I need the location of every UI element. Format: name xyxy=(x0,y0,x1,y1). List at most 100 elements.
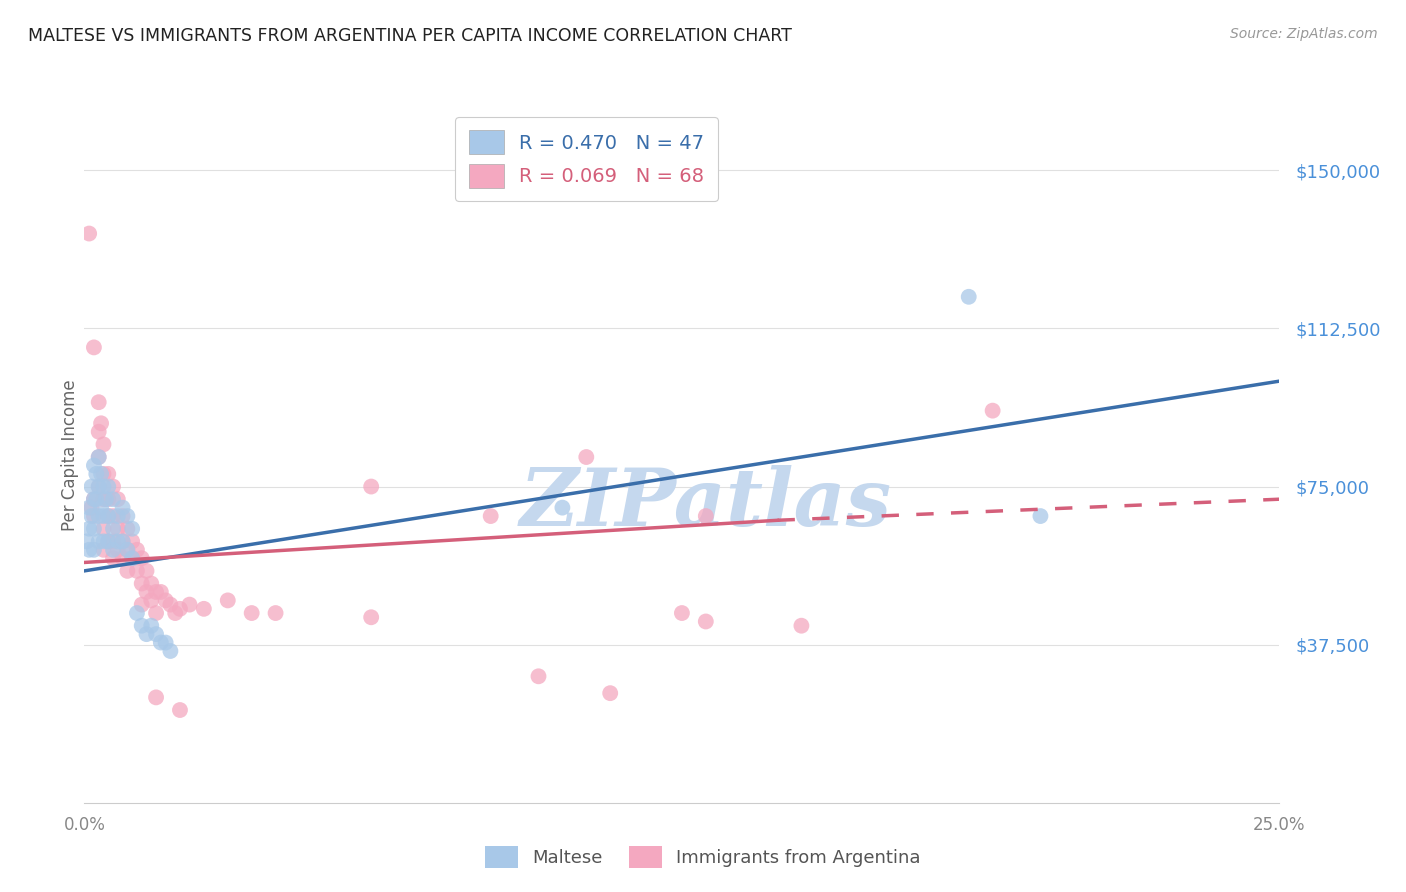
Point xyxy=(240,606,263,620)
Point xyxy=(83,458,105,473)
Point xyxy=(101,522,124,536)
Point xyxy=(93,479,115,493)
Point xyxy=(131,551,153,566)
Point xyxy=(159,598,181,612)
Point xyxy=(599,686,621,700)
Point xyxy=(107,509,129,524)
Text: Source: ZipAtlas.com: Source: ZipAtlas.com xyxy=(1230,27,1378,41)
Point xyxy=(97,509,120,524)
Point xyxy=(97,492,120,507)
Text: ZIPatlas: ZIPatlas xyxy=(520,465,891,542)
Point xyxy=(83,492,105,507)
Point xyxy=(125,606,148,620)
Point xyxy=(93,522,115,536)
Point xyxy=(360,610,382,624)
Point xyxy=(155,593,177,607)
Point xyxy=(479,509,502,524)
Point xyxy=(131,598,153,612)
Point xyxy=(87,509,110,524)
Point xyxy=(87,479,110,493)
Point xyxy=(145,690,167,705)
Text: MALTESE VS IMMIGRANTS FROM ARGENTINA PER CAPITA INCOME CORRELATION CHART: MALTESE VS IMMIGRANTS FROM ARGENTINA PER… xyxy=(28,27,792,45)
Point xyxy=(83,509,105,524)
Point xyxy=(93,534,115,549)
Point xyxy=(145,606,167,620)
Point xyxy=(111,509,134,524)
Point xyxy=(101,534,124,549)
Point xyxy=(117,509,139,524)
Point xyxy=(695,509,717,524)
Point xyxy=(527,669,550,683)
Point xyxy=(111,500,134,515)
Point xyxy=(131,576,153,591)
Point xyxy=(165,606,187,620)
Point xyxy=(111,534,134,549)
Point xyxy=(1029,509,1052,524)
Point xyxy=(87,395,110,409)
Point xyxy=(84,492,107,507)
Point xyxy=(117,564,139,578)
Point xyxy=(957,290,980,304)
Point xyxy=(93,437,115,451)
Point xyxy=(125,542,148,557)
Point xyxy=(149,585,172,599)
Point xyxy=(217,593,239,607)
Y-axis label: Per Capita Income: Per Capita Income xyxy=(62,379,80,531)
Point xyxy=(117,542,139,557)
Point xyxy=(84,467,107,481)
Point xyxy=(155,635,177,649)
Point xyxy=(159,644,181,658)
Point xyxy=(87,425,110,439)
Point xyxy=(93,509,115,524)
Point xyxy=(107,534,129,549)
Point xyxy=(107,492,129,507)
Point xyxy=(87,450,110,464)
Point xyxy=(141,618,163,632)
Point xyxy=(101,509,124,524)
Point xyxy=(981,403,1004,417)
Point xyxy=(551,500,574,515)
Point xyxy=(117,542,139,557)
Point xyxy=(93,492,115,507)
Point xyxy=(87,479,110,493)
Point xyxy=(83,542,105,557)
Point xyxy=(671,606,693,620)
Point xyxy=(121,522,143,536)
Point xyxy=(101,551,124,566)
Point xyxy=(111,551,134,566)
Point xyxy=(80,479,103,493)
Point xyxy=(121,551,143,566)
Point xyxy=(77,542,100,557)
Point xyxy=(145,627,167,641)
Point xyxy=(101,479,124,493)
Point xyxy=(135,564,157,578)
Point xyxy=(117,522,139,536)
Point xyxy=(90,500,112,515)
Point xyxy=(149,635,172,649)
Point xyxy=(83,340,105,354)
Point xyxy=(93,542,115,557)
Point xyxy=(141,576,163,591)
Legend: R = 0.470   N = 47, R = 0.069   N = 68: R = 0.470 N = 47, R = 0.069 N = 68 xyxy=(456,117,717,202)
Point xyxy=(169,602,191,616)
Point xyxy=(97,467,120,481)
Point xyxy=(77,500,100,515)
Point xyxy=(76,534,98,549)
Point xyxy=(77,522,100,536)
Point xyxy=(107,542,129,557)
Point xyxy=(193,602,215,616)
Point xyxy=(97,534,120,549)
Point xyxy=(135,627,157,641)
Point xyxy=(87,450,110,464)
Point xyxy=(169,703,191,717)
Point xyxy=(179,598,201,612)
Point xyxy=(83,522,105,536)
Point xyxy=(121,534,143,549)
Point xyxy=(111,534,134,549)
Point xyxy=(97,479,120,493)
Point xyxy=(77,227,100,241)
Point xyxy=(145,585,167,599)
Point xyxy=(80,500,103,515)
Point xyxy=(107,522,129,536)
Point xyxy=(93,467,115,481)
